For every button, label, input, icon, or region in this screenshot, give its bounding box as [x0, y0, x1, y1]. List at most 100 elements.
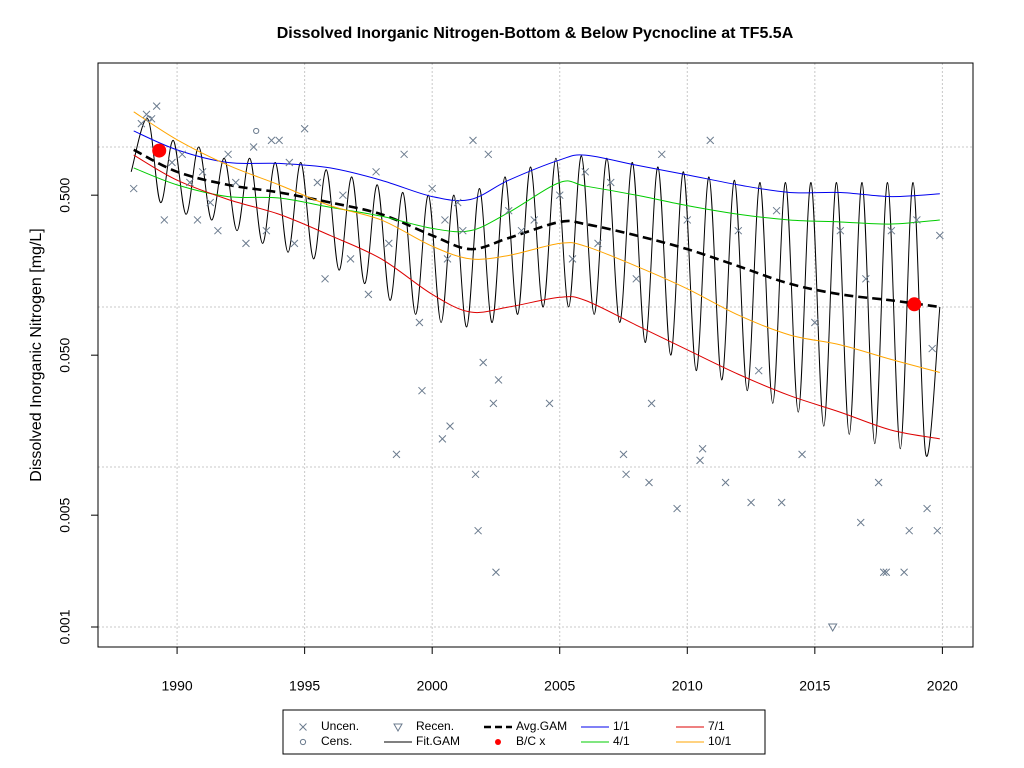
uncensored-point — [657, 150, 666, 159]
uncensored-point — [458, 226, 467, 235]
plot-area — [129, 102, 944, 633]
uncensored-point — [372, 167, 380, 176]
uncensored-point — [428, 184, 437, 193]
uncensored-point — [836, 226, 845, 235]
marker-stroke — [489, 399, 498, 408]
marker-stroke — [504, 206, 513, 215]
legend-label: Cens. — [321, 734, 352, 748]
uncensored-point — [178, 150, 187, 159]
uncensored-point — [856, 518, 865, 527]
uncensored-point — [249, 143, 258, 151]
uncensored-point — [299, 723, 307, 731]
uncensored-point — [471, 470, 480, 479]
marker-stroke — [798, 450, 806, 459]
uncensored-point — [645, 478, 653, 487]
uncensored-point — [275, 136, 283, 145]
x-tick-label: 2005 — [544, 678, 575, 694]
marker-stroke — [471, 470, 480, 479]
marker-stroke — [777, 498, 786, 507]
marker-stroke — [555, 191, 564, 200]
marker-stroke — [810, 318, 819, 327]
uncensored-point — [160, 216, 169, 224]
legend-label: 10/1 — [708, 734, 732, 748]
uncensored-point — [339, 191, 347, 200]
uncensored-point — [321, 274, 329, 283]
uncensored-point — [489, 399, 498, 408]
marker-stroke — [905, 526, 914, 535]
marker-stroke — [290, 239, 299, 248]
marker-stroke — [428, 184, 437, 193]
series-line — [133, 111, 940, 373]
uncensored-point — [683, 216, 692, 224]
marker-stroke — [400, 150, 408, 159]
series-line — [133, 154, 940, 440]
uncensored-point — [900, 568, 908, 577]
censored-point — [299, 738, 307, 746]
uncensored-point — [242, 239, 250, 248]
uncensored-point — [474, 526, 482, 535]
uncensored-point — [935, 231, 944, 240]
uncensored-point — [673, 504, 681, 513]
uncensored-point — [262, 226, 271, 235]
marker-stroke — [772, 206, 781, 215]
marker-stroke — [754, 366, 763, 375]
uncensored-point — [647, 399, 656, 408]
y-axis-label: Dissolved Inorganic Nitrogen [mg/L] — [28, 228, 45, 481]
bc-point — [152, 143, 167, 158]
uncensored-point — [874, 478, 883, 487]
uncensored-point — [152, 102, 161, 111]
uncensored-point — [469, 136, 477, 145]
uncensored-point — [384, 239, 393, 248]
uncensored-point — [267, 136, 276, 145]
marker-stroke — [178, 150, 187, 159]
uncensored-point — [441, 216, 449, 224]
marker-stroke — [706, 136, 715, 145]
marker-stroke — [517, 226, 526, 235]
y-tick-label: 0.001 — [57, 609, 73, 644]
marker-stroke — [836, 226, 845, 235]
marker-stroke — [734, 226, 743, 235]
marker-stroke — [933, 526, 942, 535]
marker-stroke — [142, 110, 151, 119]
marker-stroke — [619, 450, 628, 459]
uncensored-point — [772, 206, 781, 215]
uncensored-point — [504, 206, 513, 215]
marker-stroke — [458, 226, 467, 235]
censored-point — [253, 127, 260, 135]
uncensored-point — [882, 568, 891, 577]
marker-stroke — [339, 191, 347, 200]
marker-stroke — [928, 344, 937, 353]
uncensored-point — [313, 178, 322, 187]
uncensored-point — [913, 216, 921, 224]
legend-label: Avg.GAM — [516, 719, 567, 733]
uncensored-point — [206, 198, 215, 207]
marker-stroke — [346, 254, 355, 263]
uncensored-point — [193, 216, 202, 224]
marker-stroke — [206, 198, 215, 207]
x-tick-label: 2010 — [672, 678, 703, 694]
legend-label: 7/1 — [708, 719, 725, 733]
uncensored-point — [721, 478, 730, 487]
marker-stroke — [275, 136, 283, 145]
marker-stroke — [484, 150, 493, 159]
marker-stroke — [474, 526, 482, 535]
uncensored-point — [185, 178, 194, 187]
uncensored-point — [862, 274, 870, 283]
uncensored-point — [696, 456, 704, 465]
uncensored-point — [887, 226, 896, 235]
uncensored-point — [346, 254, 355, 263]
marker-stroke — [299, 723, 307, 731]
marker-stroke — [321, 274, 329, 283]
legend-box — [282, 709, 766, 755]
marker-stroke — [129, 184, 138, 193]
uncensored-point — [777, 498, 786, 507]
legend-label: B/C x — [516, 734, 545, 748]
marker-stroke — [418, 386, 426, 395]
marker-stroke — [492, 568, 500, 577]
marker-stroke — [231, 178, 240, 187]
marker-stroke — [721, 478, 730, 487]
x-tick-label: 2000 — [417, 678, 448, 694]
marker-stroke — [168, 158, 176, 167]
marker-stroke — [696, 456, 704, 465]
uncensored-point — [285, 158, 294, 167]
